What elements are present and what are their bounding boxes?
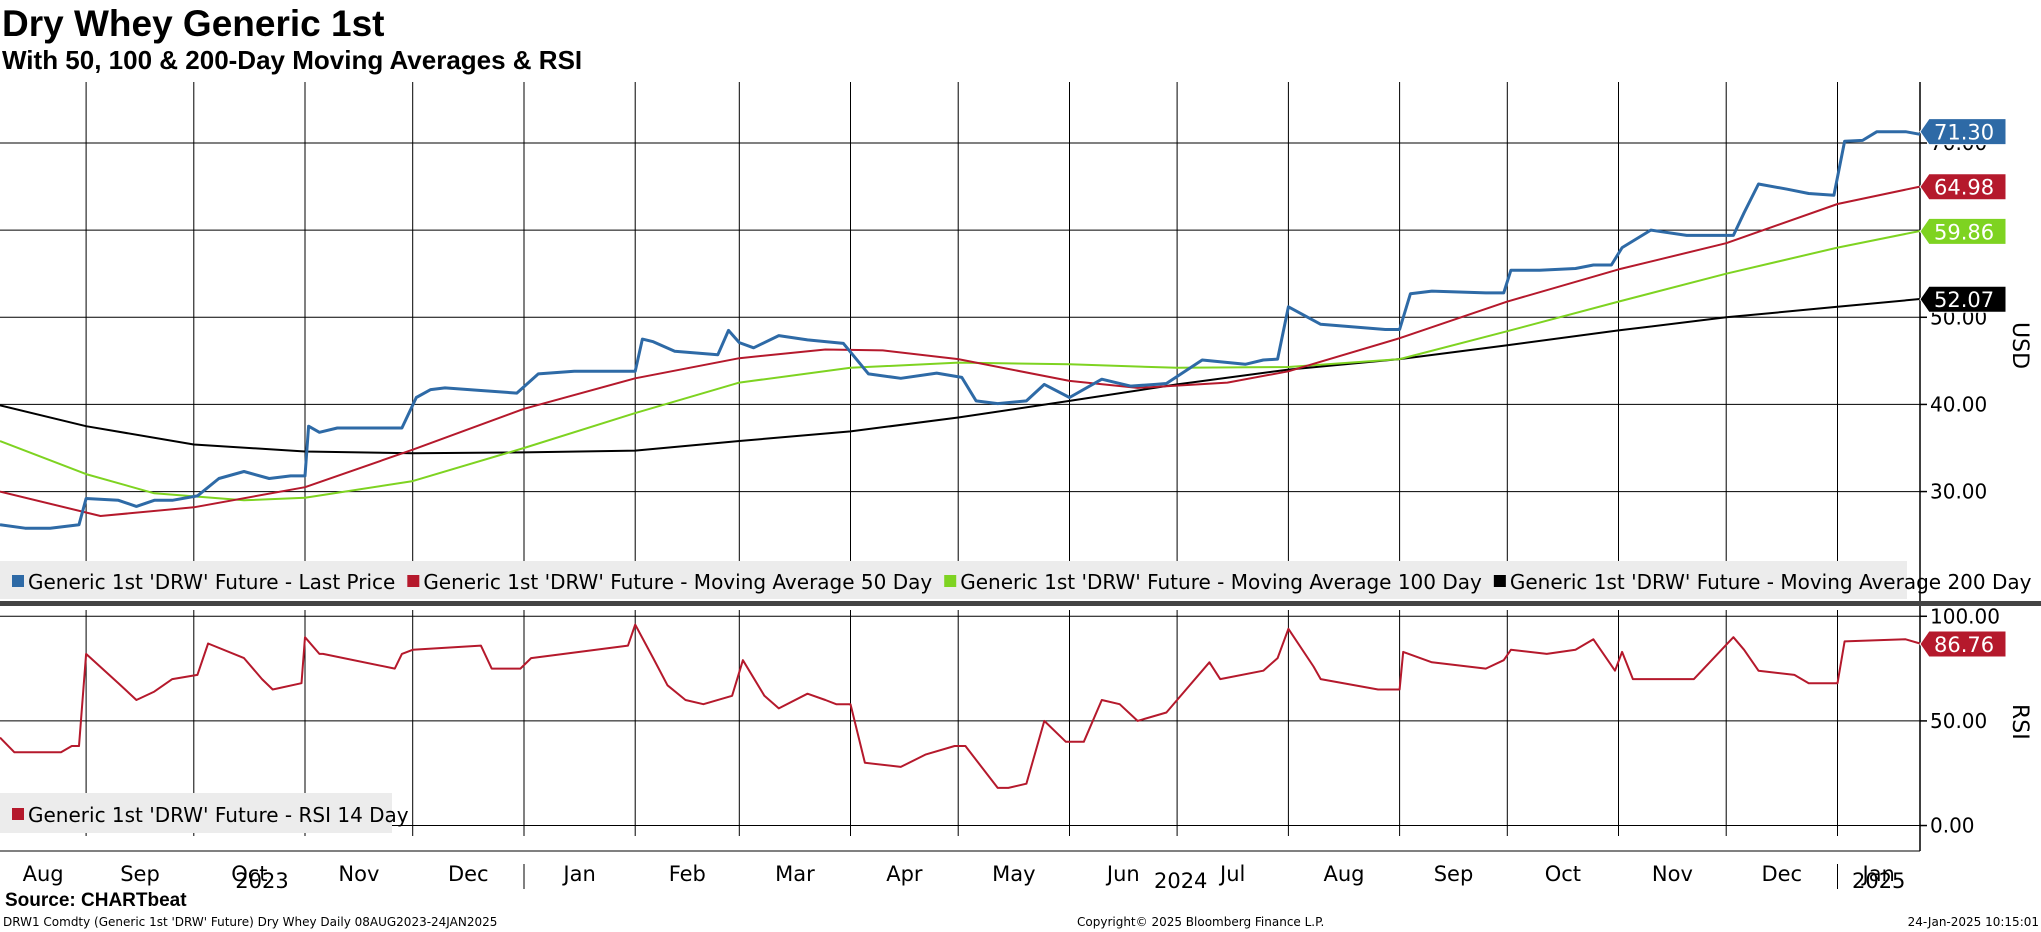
x-tick-label: Mar	[775, 862, 815, 886]
x-tick-label: Nov	[1652, 862, 1693, 886]
rsi-last-tag-label: 86.76	[1934, 633, 1994, 657]
x-tick-label: Dec	[1761, 862, 1802, 886]
source-label: Source: CHARTbeat	[5, 890, 187, 911]
grid-lines	[0, 82, 1920, 836]
rsi-y-axis-label: RSI	[2007, 704, 2032, 740]
chart-subtitle: With 50, 100 & 200-Day Moving Averages &…	[2, 45, 583, 75]
legend-swatch	[944, 575, 957, 587]
footer-copyright: Copyright© 2025 Bloomberg Finance L.P.	[1077, 915, 1325, 929]
price-series-line-1	[0, 130, 1921, 530]
x-tick-label: Oct	[1545, 862, 1581, 886]
rsi-legend: Generic 1st 'DRW' Future - RSI 14 Day	[0, 793, 409, 833]
legend-entry-1: Generic 1st 'DRW' Future - Last Price	[28, 570, 395, 594]
x-tick-label: Jan	[1861, 862, 1895, 886]
x-tick-label: Oct	[231, 862, 267, 886]
legend-entry-4: Generic 1st 'DRW' Future - Moving Averag…	[1510, 570, 2032, 594]
ma200-last-tag	[1919, 285, 2007, 313]
price-y-axis-label: USD	[2007, 322, 2032, 369]
price-series-line-3	[0, 230, 1921, 502]
rsi-series-line-1	[0, 623, 1921, 789]
chart-canvas: 30.0040.0050.0060.0070.000.0050.00100.00…	[0, 82, 2041, 890]
chart-title: Dry Whey Generic 1st	[2, 3, 385, 44]
price-series-line-4	[0, 298, 1921, 455]
x-tick-label: May	[992, 862, 1035, 886]
ma50-last-tag-label: 64.98	[1934, 176, 1994, 200]
legend-swatch	[12, 808, 24, 820]
legend-swatch	[12, 575, 24, 587]
price-y-tick-label: 30.00	[1930, 480, 1987, 504]
ma200-last-tag-label: 52.07	[1934, 288, 1994, 312]
footer-timestamp: 24-Jan-2025 10:15:01	[1907, 915, 2039, 929]
panel-divider	[0, 601, 2041, 606]
rsi-legend-box	[0, 793, 392, 833]
x-tick-label: Apr	[886, 862, 923, 886]
footer-info: DRW1 Comdty (Generic 1st 'DRW' Future) D…	[3, 915, 498, 929]
ma100-last-tag	[1919, 217, 2007, 245]
rsi-legend-entry: Generic 1st 'DRW' Future - RSI 14 Day	[28, 803, 409, 827]
price-last-tag	[1919, 118, 2007, 146]
price-y-tick-label: 40.00	[1930, 392, 1987, 416]
x-tick-label: Sep	[1434, 862, 1474, 886]
x-tick-label: Jun	[1105, 862, 1140, 886]
x-tick-label: Feb	[669, 862, 706, 886]
x-tick-label: Dec	[448, 862, 489, 886]
rsi-y-tick-label: 100.00	[1930, 604, 2000, 628]
price-series-line-2	[0, 185, 1921, 517]
x-year-label: 2023	[235, 869, 288, 890]
x-tick-label: Jan	[561, 862, 595, 886]
x-year-label: 2024	[1154, 869, 1207, 890]
x-tick-label: Sep	[120, 862, 160, 886]
ma100-last-tag-label: 59.86	[1934, 220, 1994, 244]
price-legend: Generic 1st 'DRW' Future - Last Price Gen…	[0, 561, 2032, 599]
x-tick-label: Aug	[1323, 862, 1364, 886]
legend-swatch	[407, 575, 420, 587]
price-last-tag-label: 71.30	[1934, 121, 1994, 145]
legend-entry-3: Generic 1st 'DRW' Future - Moving Averag…	[960, 570, 1482, 594]
legend-swatch	[1493, 575, 1506, 587]
rsi-y-tick-label: 0.00	[1930, 814, 1975, 838]
x-tick-label: Jul	[1218, 862, 1245, 886]
x-tick-label: Aug	[23, 862, 64, 886]
legend-entry-2: Generic 1st 'DRW' Future - Moving Averag…	[423, 570, 932, 594]
ma50-last-tag	[1919, 173, 2007, 201]
rsi-y-tick-label: 50.00	[1930, 709, 1987, 733]
x-year-label: 2025	[1852, 869, 1905, 890]
rsi-last-tag	[1919, 630, 2007, 658]
x-tick-label: Nov	[338, 862, 379, 886]
